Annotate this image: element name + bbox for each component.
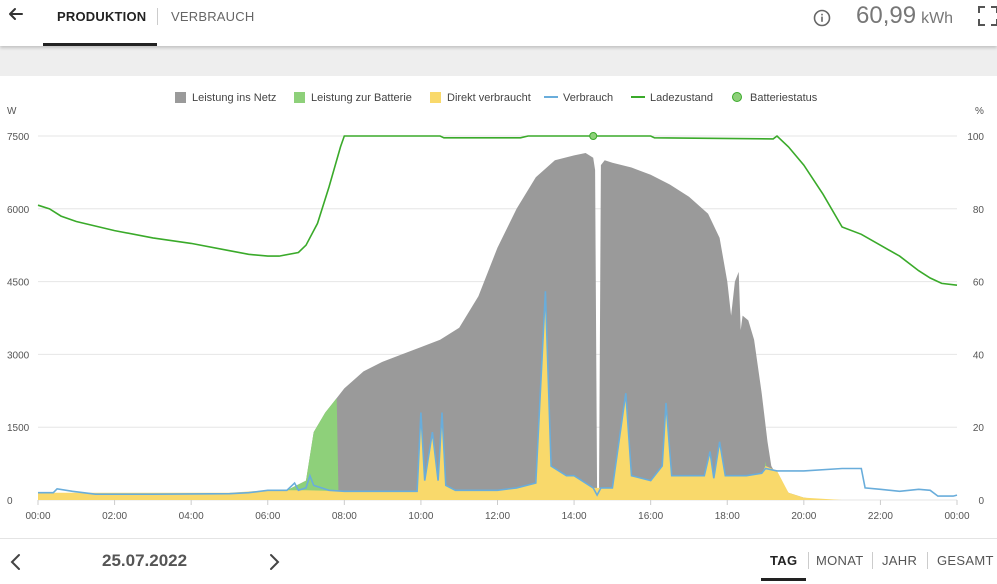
- back-arrow-icon[interactable]: [4, 2, 28, 26]
- series-leistung-ins-netz: [38, 153, 957, 500]
- bottom-bar: 25.07.2022 TAG MONAT JAHR GESAMT: [0, 538, 997, 584]
- x-tick-label: 14:00: [562, 511, 587, 522]
- chevron-right-icon[interactable]: [264, 551, 284, 573]
- period-gesamt[interactable]: GESAMT: [937, 553, 994, 568]
- legend-swatch: [175, 92, 186, 103]
- y-left-tick-label: 1500: [7, 423, 30, 434]
- x-tick-label: 22:00: [868, 511, 893, 522]
- period-jahr[interactable]: JAHR: [882, 553, 918, 568]
- chevron-left-icon[interactable]: [6, 551, 26, 573]
- y-right-axis-label: %: [975, 106, 984, 117]
- x-tick-label: 08:00: [332, 511, 357, 522]
- total-energy-unit: kWh: [921, 10, 954, 27]
- chart-ticks: 7500 100 6000 80 4500 60 3000 40 1500 20 0 0 00:00 02…: [7, 132, 984, 522]
- total-energy: 60,99 kWh: [856, 2, 953, 30]
- y-right-tick-label: 60: [973, 278, 985, 289]
- x-tick-label: 12:00: [485, 511, 510, 522]
- x-tick-label: 00:00: [944, 511, 969, 522]
- legend-label: Leistung zur Batterie: [311, 92, 412, 104]
- period-divider: [808, 552, 809, 569]
- series-verbrauch: [38, 291, 958, 497]
- x-tick-label: 18:00: [715, 511, 740, 522]
- x-tick-label: 04:00: [179, 511, 204, 522]
- y-left-tick-label: 4500: [7, 278, 30, 289]
- legend-label: Batteriestatus: [750, 92, 818, 104]
- total-energy-value: 60,99: [856, 2, 917, 29]
- chart-areas: [38, 153, 957, 500]
- x-tick-label: 16:00: [638, 511, 663, 522]
- period-tag[interactable]: TAG: [770, 553, 798, 568]
- legend-label: Leistung ins Netz: [192, 92, 276, 104]
- x-tick-label: 20:00: [791, 511, 816, 522]
- fullscreen-icon[interactable]: [976, 4, 997, 28]
- energy-chart: Leistung ins Netz Leistung zur Batterie Di…: [7, 92, 984, 522]
- tab-verbrauch[interactable]: VERBRAUCH: [171, 9, 255, 24]
- y-right-tick-label: 100: [967, 132, 984, 143]
- active-tab-indicator: [43, 43, 157, 46]
- chart-lines: [37, 132, 958, 497]
- x-tick-label: 06:00: [255, 511, 280, 522]
- y-left-tick-label: 0: [7, 496, 13, 507]
- x-tick-label: 00:00: [25, 511, 50, 522]
- series-ladezustand: [37, 134, 958, 286]
- legend-label: Direkt verbraucht: [447, 92, 531, 104]
- y-left-tick-label: 7500: [7, 132, 30, 143]
- period-divider: [927, 552, 928, 569]
- legend-swatch: [732, 92, 742, 102]
- y-left-tick-label: 3000: [7, 350, 30, 361]
- chart-legend: Leistung ins Netz Leistung zur Batterie Di…: [175, 92, 818, 104]
- legend-label: Ladezustand: [650, 92, 713, 104]
- y-right-tick-label: 20: [973, 423, 985, 434]
- legend-swatch: [430, 92, 441, 103]
- selected-date[interactable]: 25.07.2022: [102, 551, 188, 570]
- x-tick-label: 02:00: [102, 511, 127, 522]
- y-left-axis-label: W: [7, 106, 17, 117]
- y-right-tick-label: 40: [973, 350, 985, 361]
- y-left-tick-label: 6000: [7, 205, 30, 216]
- active-period-indicator: [761, 578, 806, 581]
- legend-swatch: [294, 92, 305, 103]
- info-icon[interactable]: [813, 9, 831, 27]
- tab-produktion[interactable]: PRODUKTION: [57, 9, 147, 24]
- legend-label: Verbrauch: [563, 92, 613, 104]
- top-bar: PRODUKTION VERBRAUCH 60,99 kWh: [0, 0, 997, 46]
- period-monat[interactable]: MONAT: [816, 553, 864, 568]
- x-tick-label: 10:00: [408, 511, 433, 522]
- toolbar-strip: [0, 46, 997, 76]
- tab-divider: [157, 8, 158, 25]
- y-right-tick-label: 80: [973, 205, 985, 216]
- series-batteriestatus-point: [589, 132, 598, 140]
- y-right-tick-label: 0: [978, 496, 984, 507]
- period-divider: [872, 552, 873, 569]
